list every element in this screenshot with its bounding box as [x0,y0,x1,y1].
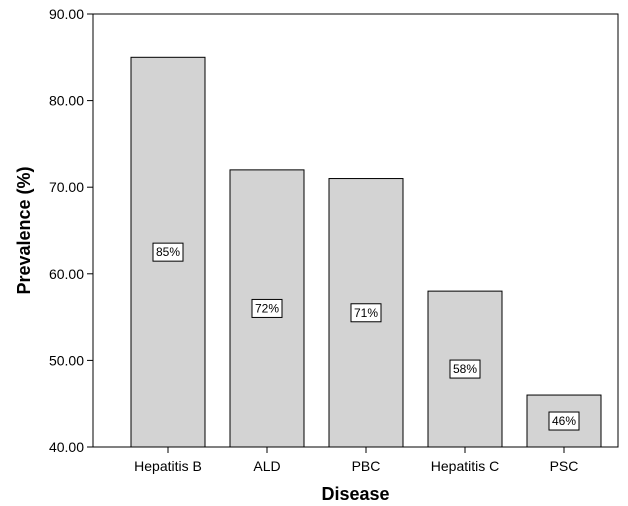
x-tick-label: Hepatitis C [431,458,499,474]
x-tick-label: PBC [352,458,381,474]
data-label: 85% [156,245,180,259]
bar-hepatitis-b [130,56,206,448]
x-tick-label: PSC [550,458,579,474]
bars-group: 85% 72% 71% 58% 46% [130,56,602,448]
y-tick-label: 50.00 [49,352,84,368]
data-label: 46% [552,414,576,428]
y-axis-title: Prevalence (%) [14,166,34,294]
x-axis-ticks: Hepatitis B ALD PBC Hepatitis C PSC [134,447,578,474]
y-tick-label: 80.00 [49,93,84,109]
data-label: 58% [453,362,477,376]
y-tick-label: 90.00 [49,6,84,22]
y-tick-label: 70.00 [49,179,84,195]
data-label-box [548,411,580,431]
x-tick-label: Hepatitis B [134,458,202,474]
data-label: 71% [354,306,378,320]
x-axis-title: Disease [321,484,389,504]
data-label-box [152,242,184,262]
data-label-box [350,303,382,323]
data-label-box [449,359,481,379]
data-label: 72% [255,301,279,315]
y-tick-label: 60.00 [49,266,84,282]
y-axis-ticks: 40.00 50.00 60.00 70.00 80.00 90.00 [49,6,93,455]
data-label-box [251,298,283,318]
x-tick-label: ALD [253,458,280,474]
y-tick-label: 40.00 [49,439,84,455]
